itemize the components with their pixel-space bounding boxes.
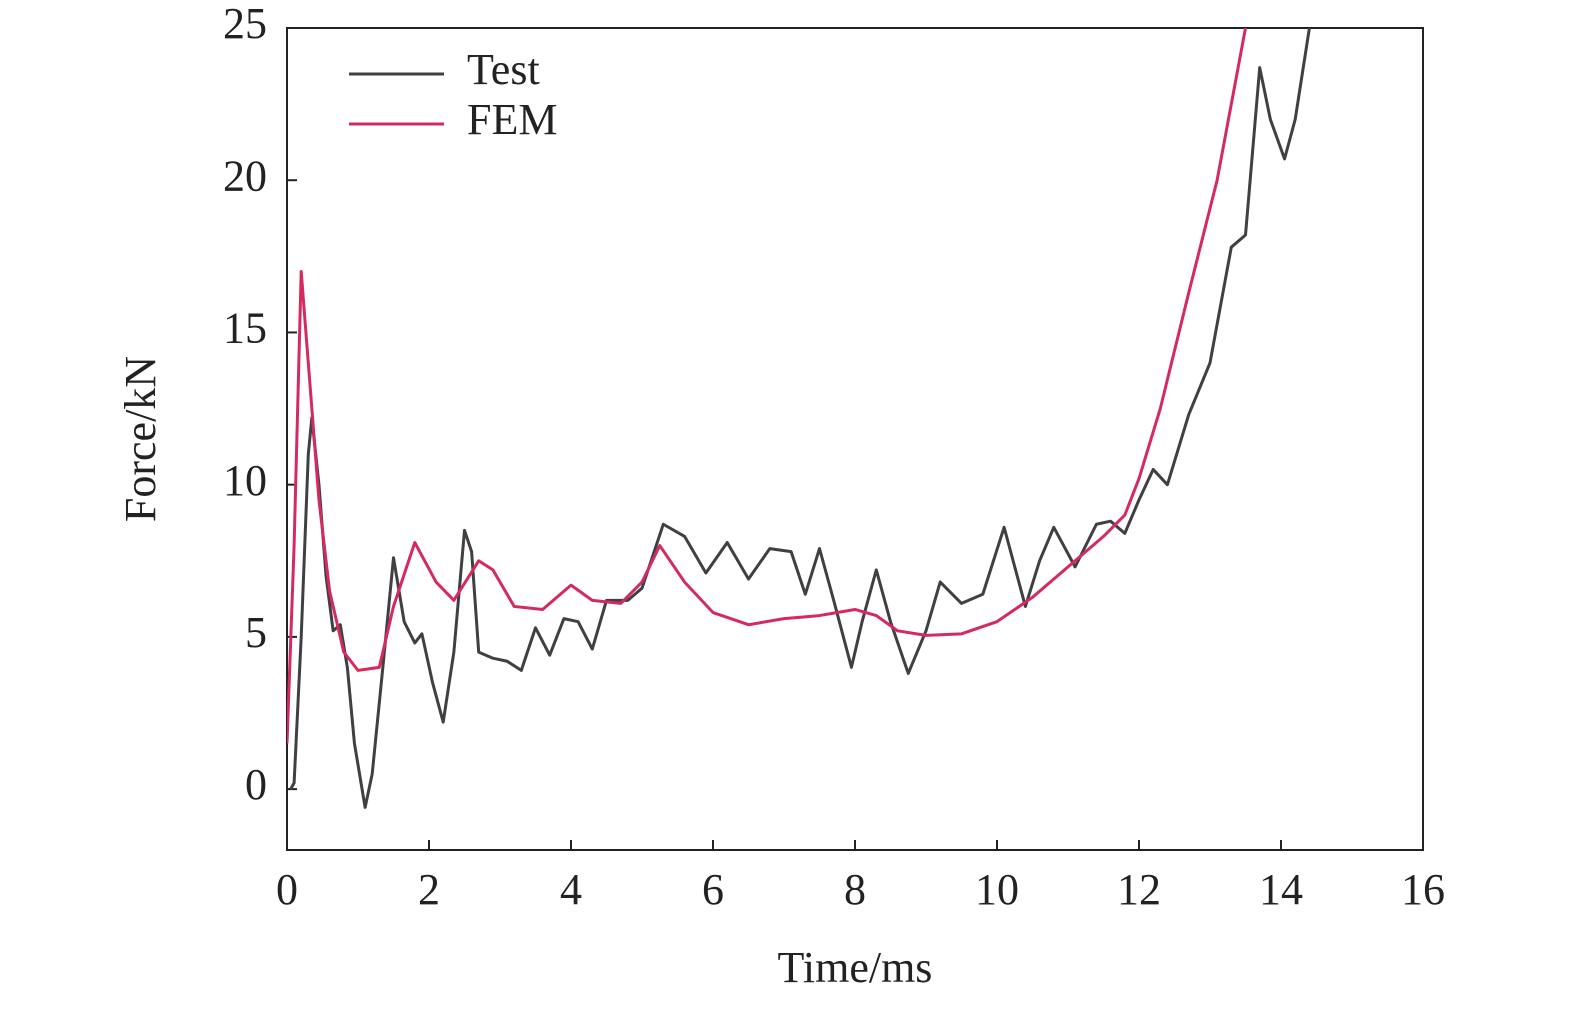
x-tick-label: 16 bbox=[1401, 865, 1445, 914]
legend-label: Test bbox=[467, 45, 540, 94]
plot-lines bbox=[287, 28, 1311, 809]
y-tick-label: 20 bbox=[223, 151, 267, 200]
y-tick-label: 25 bbox=[223, 0, 267, 48]
y-axis-label: Force/kN bbox=[116, 356, 165, 522]
data-line bbox=[287, 28, 1247, 744]
y-tick-label: 10 bbox=[223, 456, 267, 505]
x-tick-label: 8 bbox=[844, 865, 866, 914]
x-tick-label: 14 bbox=[1259, 865, 1303, 914]
y-tick-label: 0 bbox=[245, 760, 267, 809]
x-tick-label: 4 bbox=[560, 865, 582, 914]
legend-label: FEM bbox=[467, 95, 557, 144]
y-tick-label: 5 bbox=[245, 608, 267, 657]
y-tick-label: 15 bbox=[223, 304, 267, 353]
x-axis-label: Time/ms bbox=[778, 943, 933, 992]
x-tick-label: 6 bbox=[702, 865, 724, 914]
data-line bbox=[289, 28, 1311, 809]
x-tick-label: 0 bbox=[276, 865, 298, 914]
x-tick-label: 12 bbox=[1117, 865, 1161, 914]
x-tick-label: 10 bbox=[975, 865, 1019, 914]
x-tick-label: 2 bbox=[418, 865, 440, 914]
